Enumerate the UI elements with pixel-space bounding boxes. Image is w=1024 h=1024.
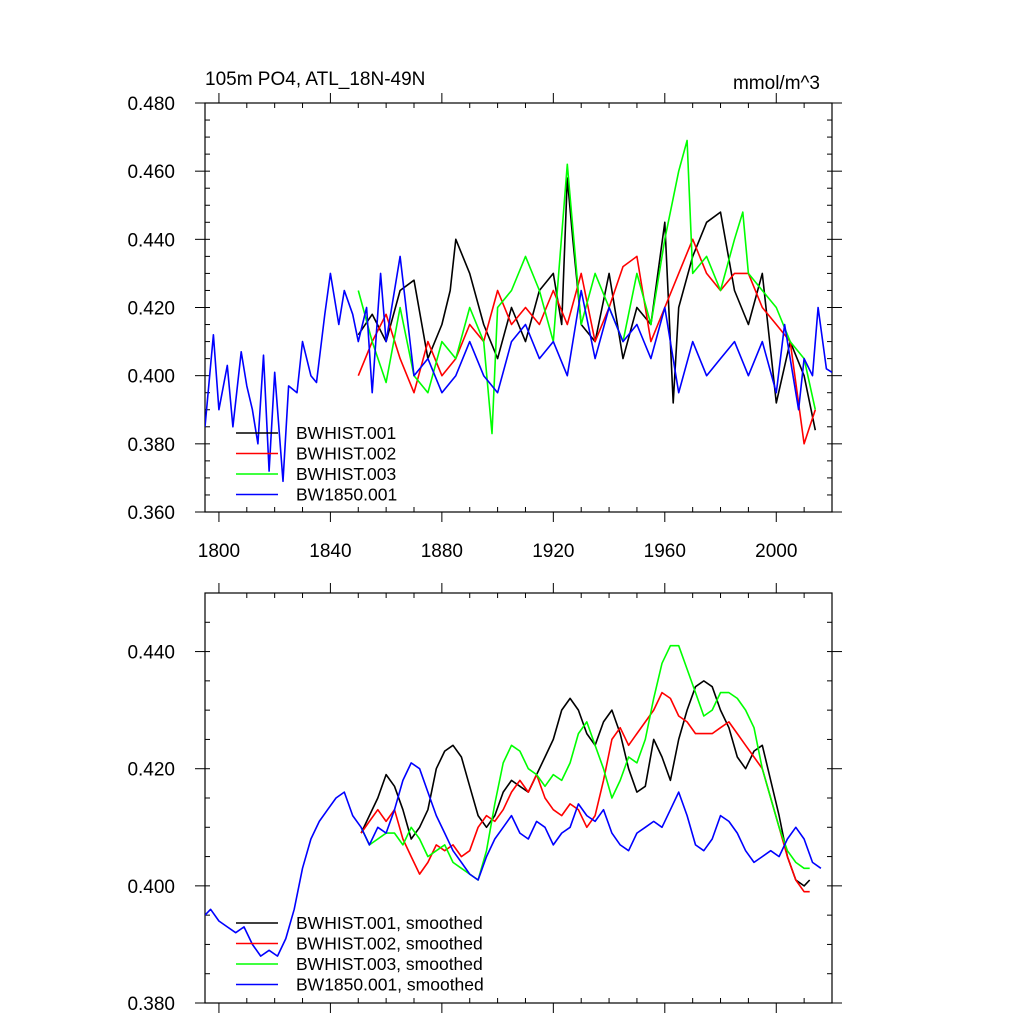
series-line-3: [205, 255, 832, 483]
y-tick-label: 0.380: [127, 435, 175, 456]
series-line-2: [360, 644, 810, 881]
y-tick-label: 0.420: [127, 760, 175, 781]
y-tick-label: 0.440: [127, 230, 175, 251]
x-tick-label: 1800: [198, 541, 240, 562]
y-tick-label: 0.420: [127, 299, 175, 320]
y-tick-label: 0.460: [127, 162, 175, 183]
series-group: [205, 139, 832, 483]
y-tick-label: 0.400: [127, 367, 175, 388]
legend-label: BWHIST.001: [296, 423, 396, 443]
series-group: [205, 644, 822, 957]
x-tick-label: 2000: [755, 541, 797, 562]
legend-label: BWHIST.001, smoothed: [296, 913, 483, 933]
x-tick-label: 1880: [421, 541, 463, 562]
series-line-2: [357, 139, 817, 435]
series-line-1: [357, 238, 817, 445]
x-tick-label: 1920: [532, 541, 574, 562]
units-label: mmol/m^3: [733, 73, 820, 94]
legend-label: BW1850.001, smoothed: [296, 975, 484, 995]
axis-ticks: [195, 583, 842, 1013]
x-tick-label: 1960: [644, 541, 686, 562]
y-tick-label: 0.480: [127, 94, 175, 115]
top-panel: 1800 1840 1880 1920 1960 2000 0.360 0.380 0.400 0…: [127, 69, 842, 562]
x-tick-label: 1840: [309, 541, 351, 562]
chart-title: 105m PO4, ATL_18N-49N: [205, 69, 425, 90]
y-tick-label: 0.380: [127, 994, 175, 1015]
series-line-3: [205, 762, 822, 957]
legend-label: BWHIST.003: [296, 464, 396, 484]
series-line-1: [360, 691, 810, 893]
legend-label: BWHIST.003, smoothed: [296, 954, 483, 974]
legend-label: BWHIST.002, smoothed: [296, 934, 483, 954]
axis-ticks: [195, 93, 842, 522]
legend-label: BW1850.001: [296, 485, 397, 505]
bottom-panel: 0.380 0.400 0.420 0.440 BWHIST.001, smoothed…: [127, 583, 842, 1015]
series-line-0: [360, 680, 811, 887]
y-tick-label: 0.400: [127, 877, 175, 898]
y-tick-label: 0.360: [127, 503, 175, 524]
legend-label: BWHIST.002: [296, 444, 396, 464]
y-tick-label: 0.440: [127, 643, 175, 664]
